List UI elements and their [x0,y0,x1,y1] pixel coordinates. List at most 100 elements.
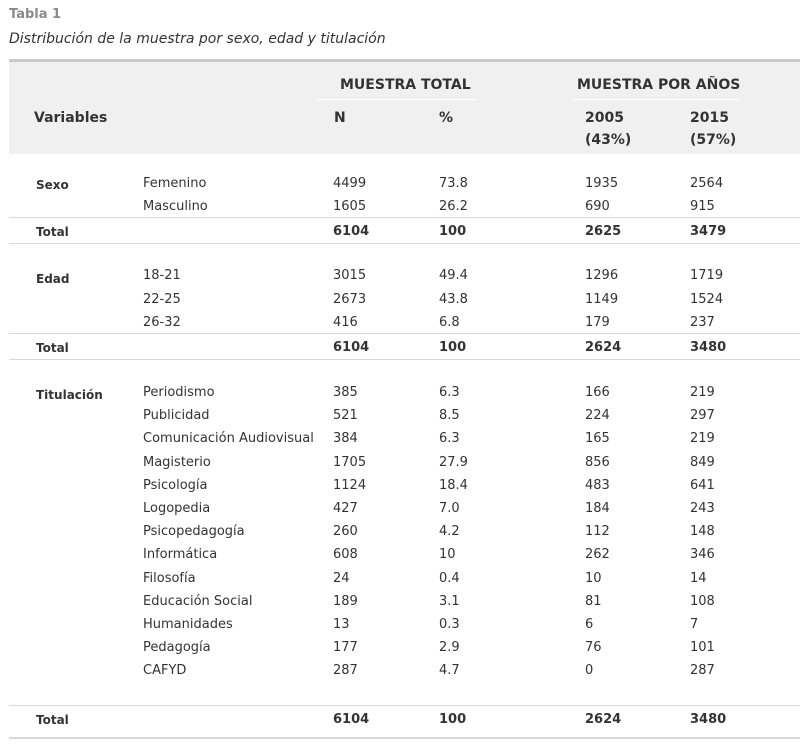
total-label: Total [36,713,69,727]
group-underline-years [572,99,740,100]
column-header-n: N [334,110,346,126]
section-separator [9,243,800,244]
cell-label: Psicopedagogía [143,524,245,539]
row-separator [9,217,800,218]
cell-pct: 27.9 [439,455,468,470]
cell-y2005: 76 [585,640,602,655]
cell-n: 287 [333,663,358,678]
cell-n: 608 [333,547,358,562]
cell-label: Psicología [143,478,208,493]
cell-y2005: 1296 [585,268,619,283]
cell-y2015: 2564 [690,176,724,191]
cell-y2005: 10 [585,571,602,586]
total-y2015: 3480 [690,340,727,355]
cell-label: CAFYD [143,663,187,678]
cell-pct: 26.2 [439,199,468,214]
row-separator [9,333,800,334]
cell-n: 2673 [333,292,367,307]
cell-label: 26-32 [143,315,181,330]
cell-label: 22-25 [143,292,181,307]
cell-y2015: 849 [690,455,715,470]
cell-pct: 7.0 [439,501,460,516]
cell-y2015: 108 [690,594,715,609]
cell-y2015: 7 [690,617,699,632]
cell-pct: 49.4 [439,268,468,283]
cell-pct: 8.5 [439,408,460,423]
category-label: Edad [36,272,70,286]
cell-y2015: 14 [690,571,707,586]
cell-label: Publicidad [143,408,210,423]
cell-y2005: 166 [585,385,610,400]
cell-n: 3015 [333,268,367,283]
cell-pct: 3.1 [439,594,460,609]
column-header-2005-share: (43%) [585,132,632,148]
cell-y2005: 262 [585,547,610,562]
cell-y2005: 184 [585,501,610,516]
column-header-2005: 2005 [585,110,624,126]
cell-y2015: 219 [690,431,715,446]
cell-y2005: 856 [585,455,610,470]
cell-n: 521 [333,408,358,423]
column-header-variables: Variables [34,110,108,126]
cell-pct: 4.2 [439,524,460,539]
cell-y2015: 297 [690,408,715,423]
cell-y2005: 165 [585,431,610,446]
cell-label: Filosofía [143,571,196,586]
group-underline-total [317,99,477,100]
total-label: Total [36,341,69,355]
cell-pct: 0.4 [439,571,460,586]
cell-n: 189 [333,594,358,609]
category-label: Sexo [36,178,69,192]
cell-y2015: 287 [690,663,715,678]
total-y2005: 2625 [585,224,622,239]
cell-label: Pedagogía [143,640,211,655]
cell-y2005: 0 [585,663,594,678]
total-n: 6104 [333,712,370,727]
cell-label: Informática [143,547,218,562]
cell-y2005: 690 [585,199,610,214]
cell-n: 24 [333,571,350,586]
column-header-percent: % [439,110,454,126]
cell-y2005: 6 [585,617,594,632]
total-y2005: 2624 [585,712,622,727]
cell-label: Magisterio [143,455,211,470]
cell-pct: 43.8 [439,292,468,307]
cell-pct: 6.8 [439,315,460,330]
cell-pct: 4.7 [439,663,460,678]
cell-pct: 6.3 [439,431,460,446]
total-label: Total [36,225,69,239]
cell-pct: 18.4 [439,478,468,493]
table-header: MUESTRA TOTAL MUESTRA POR AÑOS Variables… [9,62,800,154]
table-title: Distribución de la muestra por sexo, eda… [9,31,386,47]
cell-label: Humanidades [143,617,233,632]
total-n: 6104 [333,340,370,355]
cell-y2005: 179 [585,315,610,330]
cell-n: 1124 [333,478,367,493]
cell-pct: 73.8 [439,176,468,191]
cell-label: Masculino [143,199,208,214]
cell-n: 4499 [333,176,367,191]
category-label: Titulación [36,388,103,402]
cell-n: 416 [333,315,358,330]
cell-label: Comunicación Audiovisual [143,431,314,446]
cell-pct: 0.3 [439,617,460,632]
cell-y2015: 1524 [690,292,724,307]
column-header-2015: 2015 [690,110,729,126]
cell-label: Femenino [143,176,207,191]
cell-n: 260 [333,524,358,539]
group-header-muestra-total: MUESTRA TOTAL [340,77,471,93]
cell-y2005: 224 [585,408,610,423]
table-bottom-rule [9,737,800,739]
cell-n: 1705 [333,455,367,470]
row-separator [9,705,800,706]
total-pct: 100 [439,712,467,727]
cell-label: Educación Social [143,594,253,609]
cell-y2005: 1935 [585,176,619,191]
cell-y2015: 641 [690,478,715,493]
cell-n: 427 [333,501,358,516]
cell-y2005: 112 [585,524,610,539]
cell-y2005: 1149 [585,292,619,307]
total-y2015: 3480 [690,712,727,727]
cell-y2005: 81 [585,594,602,609]
total-y2015: 3479 [690,224,727,239]
